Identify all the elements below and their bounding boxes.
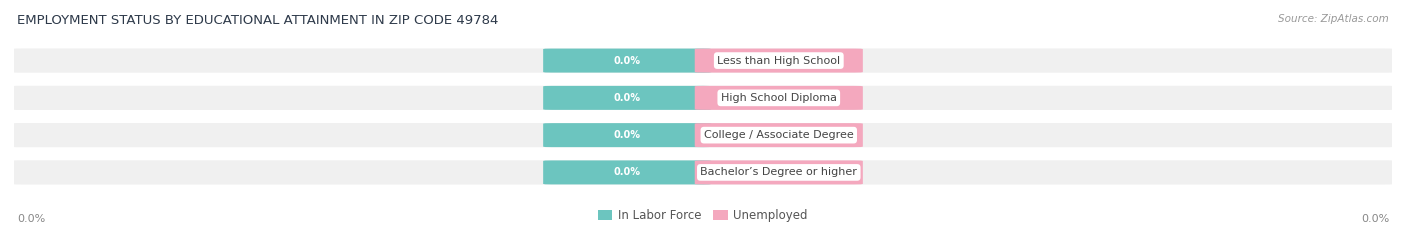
FancyBboxPatch shape [543,86,711,110]
Text: 0.0%: 0.0% [17,214,45,224]
FancyBboxPatch shape [11,86,1395,110]
FancyBboxPatch shape [695,123,863,147]
FancyBboxPatch shape [11,160,1395,185]
Text: 0.0%: 0.0% [765,93,793,103]
Text: 0.0%: 0.0% [613,130,641,140]
FancyBboxPatch shape [543,123,711,147]
FancyBboxPatch shape [11,48,1395,73]
Text: 0.0%: 0.0% [613,56,641,65]
Text: Source: ZipAtlas.com: Source: ZipAtlas.com [1278,14,1389,24]
Text: EMPLOYMENT STATUS BY EDUCATIONAL ATTAINMENT IN ZIP CODE 49784: EMPLOYMENT STATUS BY EDUCATIONAL ATTAINM… [17,14,498,27]
Text: 0.0%: 0.0% [613,168,641,177]
Text: Bachelor’s Degree or higher: Bachelor’s Degree or higher [700,168,858,177]
FancyBboxPatch shape [543,160,711,185]
Text: 0.0%: 0.0% [765,168,793,177]
Text: High School Diploma: High School Diploma [721,93,837,103]
Text: Less than High School: Less than High School [717,56,841,65]
FancyBboxPatch shape [543,48,711,73]
FancyBboxPatch shape [695,86,863,110]
Text: College / Associate Degree: College / Associate Degree [704,130,853,140]
FancyBboxPatch shape [695,48,863,73]
Text: 0.0%: 0.0% [1361,214,1389,224]
Text: 0.0%: 0.0% [613,93,641,103]
Legend: In Labor Force, Unemployed: In Labor Force, Unemployed [593,205,813,227]
Text: 0.0%: 0.0% [765,56,793,65]
FancyBboxPatch shape [11,123,1395,147]
Text: 0.0%: 0.0% [765,130,793,140]
FancyBboxPatch shape [695,160,863,185]
